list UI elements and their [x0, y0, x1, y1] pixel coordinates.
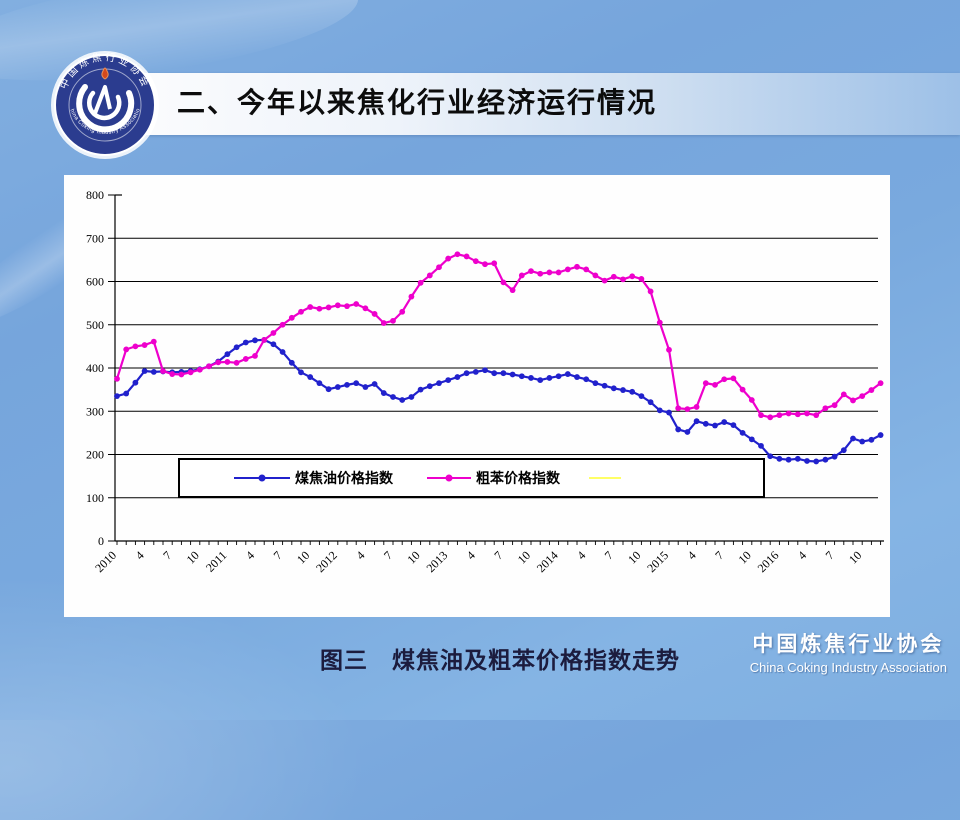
legend-marker-empty [589, 477, 621, 479]
legend-marker-coal-tar [234, 474, 290, 482]
svg-text:100: 100 [86, 491, 104, 505]
svg-text:4: 4 [243, 548, 257, 562]
legend-marker-crude-benzene [427, 474, 471, 482]
svg-text:2016: 2016 [755, 548, 782, 575]
svg-text:2015: 2015 [644, 548, 671, 575]
footer-brand-en: China Coking Industry Association [749, 660, 947, 675]
svg-text:7: 7 [823, 548, 837, 562]
svg-text:2012: 2012 [313, 548, 340, 575]
svg-text:7: 7 [160, 548, 174, 562]
legend-label-coal-tar: 煤焦油价格指数 [295, 472, 393, 487]
svg-text:4: 4 [574, 548, 588, 562]
svg-text:500: 500 [86, 318, 104, 332]
svg-text:300: 300 [86, 404, 104, 418]
svg-text:7: 7 [491, 548, 505, 562]
legend-dot-0 [258, 474, 266, 482]
price-index-chart: 0 100 200 300 400 500 600 700 800 2010 4 7 10 2011 4 7 1… [64, 175, 890, 617]
svg-text:600: 600 [86, 275, 104, 289]
logo-flame-icon [101, 67, 109, 80]
slide-title: 二、今年以来焦化行业经济运行情况 [177, 88, 658, 119]
svg-text:4: 4 [133, 548, 147, 562]
legend-entry-coal-tar: 煤焦油价格指数 [233, 460, 393, 496]
svg-text:800: 800 [86, 188, 104, 202]
svg-text:10: 10 [294, 548, 312, 566]
title-banner: 二、今年以来焦化行业经济运行情况 [95, 73, 960, 135]
figure-caption: 图三 煤焦油及粗苯价格指数走势 [320, 648, 680, 673]
logo-swoosh-outer [76, 84, 135, 133]
footer-brand: 中国炼焦行业协会 China Coking Industry Associati… [750, 628, 947, 675]
svg-text:4: 4 [685, 548, 699, 562]
svg-text:0: 0 [98, 534, 104, 548]
series-0 [114, 336, 884, 465]
svg-text:4: 4 [353, 548, 367, 562]
svg-text:7: 7 [602, 548, 616, 562]
svg-text:400: 400 [86, 361, 104, 375]
association-logo-emblem: 中国炼焦行业协会 China Coking Industry Associati… [43, 41, 159, 159]
svg-text:7: 7 [712, 548, 726, 562]
footer-brand-cn: 中国炼焦行业协会 [752, 632, 945, 656]
logo-disc [54, 54, 156, 156]
svg-text:10: 10 [736, 548, 754, 566]
svg-text:10: 10 [404, 548, 422, 566]
svg-text:10: 10 [515, 548, 533, 566]
svg-text:10: 10 [625, 548, 643, 566]
svg-text:10: 10 [846, 548, 864, 566]
svg-text:4: 4 [464, 548, 478, 562]
x-axis: 2010 4 7 10 2011 4 7 10 2012 4 7 10 2013 4 7 10 2014 4 7 10… [92, 540, 884, 575]
svg-text:2011: 2011 [203, 548, 230, 575]
svg-text:700: 700 [86, 231, 104, 245]
series-1 [114, 251, 884, 421]
chart-legend: 煤焦油价格指数 粗苯价格指数 [178, 458, 765, 498]
svg-text:200: 200 [86, 448, 104, 462]
association-logo: 中国炼焦行业协会 China Coking Industry Associati… [43, 41, 165, 165]
chart-area: 0 100 200 300 400 500 600 700 800 2010 4 7 10 2011 4 7 1… [64, 175, 890, 617]
svg-text:10: 10 [184, 548, 202, 566]
svg-text:2013: 2013 [423, 548, 450, 575]
logo-letter-a [92, 85, 112, 117]
logo-swoosh-inner [87, 90, 122, 121]
legend-entry-crude-benzene: 粗苯价格指数 [426, 460, 560, 496]
legend-label-crude-benzene: 粗苯价格指数 [476, 472, 560, 487]
svg-text:4: 4 [795, 548, 809, 562]
y-axis: 0 100 200 300 400 500 600 700 800 [86, 188, 122, 548]
svg-text:7: 7 [381, 548, 395, 562]
legend-dot-1 [445, 474, 453, 482]
svg-text:2014: 2014 [534, 548, 561, 575]
svg-text:7: 7 [271, 548, 285, 562]
svg-text:2010: 2010 [92, 548, 119, 575]
legend-entry-empty [588, 460, 626, 496]
